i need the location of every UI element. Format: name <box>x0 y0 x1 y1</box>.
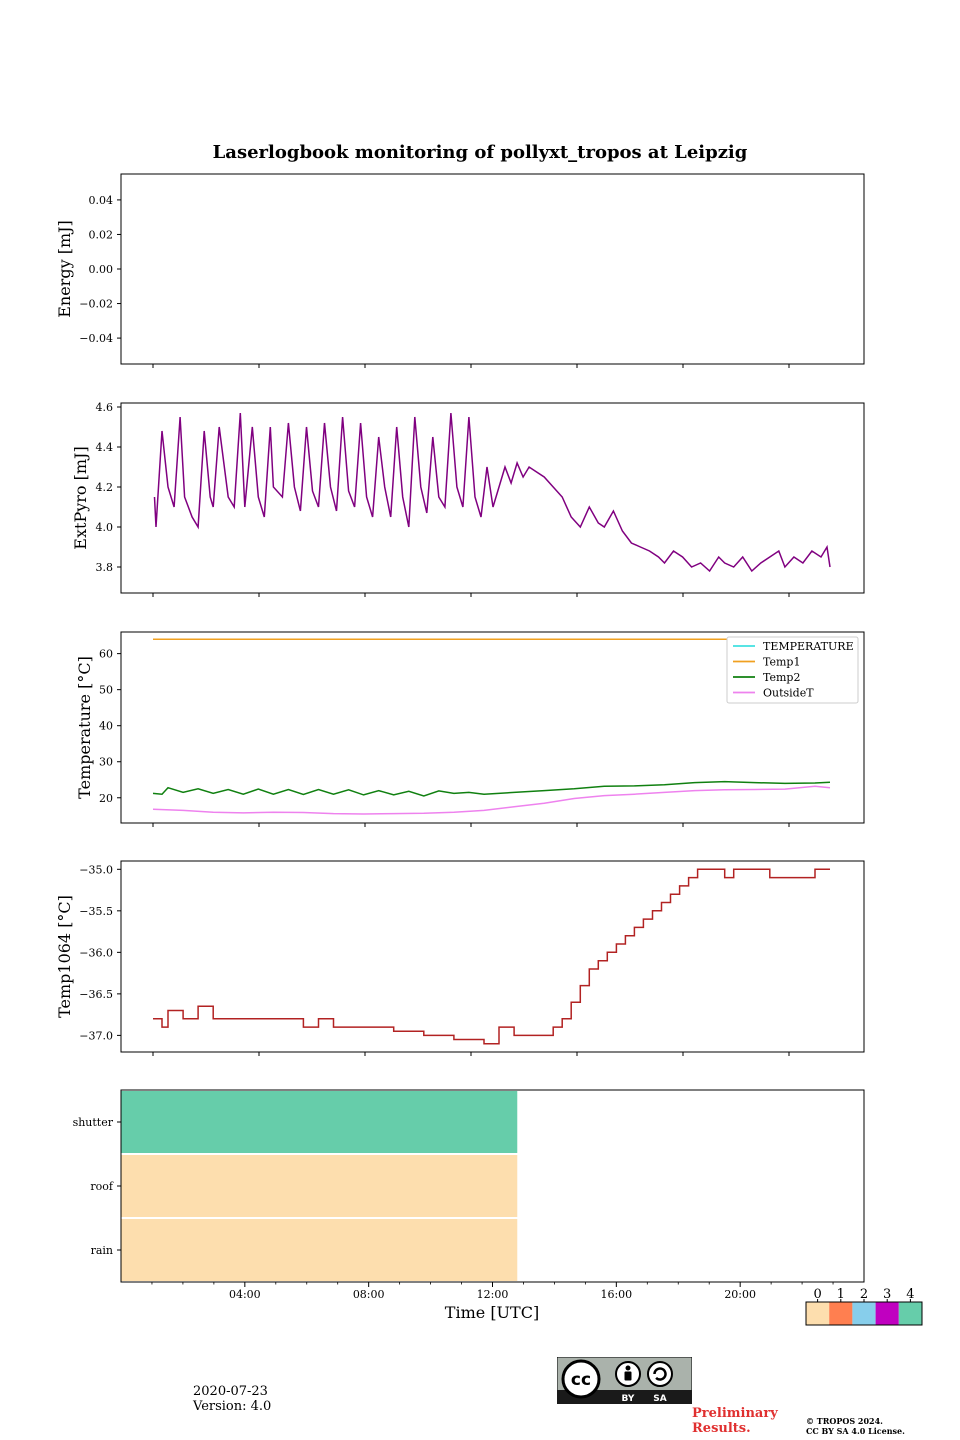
copyright-line-2: CC BY SA 4.0 License. <box>806 1426 905 1436</box>
xtick-label: 08:00 <box>353 1288 385 1301</box>
ytick-label: −35.0 <box>79 863 113 876</box>
colorbar-tick-label: 3 <box>883 1287 891 1302</box>
series-line-outsidet <box>152 785 831 815</box>
ytick-label: 0.00 <box>89 263 114 276</box>
panel-extpyro: 3.8 4.0 4.2 4.4 4.6 ExtPyro [mJ] <box>71 401 865 597</box>
ytick-label: 4.6 <box>96 401 114 414</box>
date-version-block: 2020-07-23 Version: 4.0 <box>193 1384 271 1414</box>
xtick-label: 12:00 <box>477 1288 509 1301</box>
legend-entry: OutsideT <box>763 687 814 700</box>
cc-by-label: BY <box>622 1394 635 1404</box>
legend-frame <box>726 636 859 704</box>
status-segment-roof <box>121 1155 518 1217</box>
ytick-label: 60 <box>99 648 113 661</box>
xtick-label: 04:00 <box>229 1288 261 1301</box>
row-label-shutter: shutter <box>73 1116 114 1129</box>
legend-entry: TEMPERATURE <box>763 640 854 653</box>
ytick-label: 0.04 <box>89 194 114 207</box>
ytick-label: −37.0 <box>79 1029 113 1042</box>
colorbar-tick-label: 2 <box>860 1287 868 1302</box>
colorbar-swatch <box>875 1302 899 1325</box>
legend-entry: Temp2 <box>763 671 800 684</box>
series-line-temp1064 <box>153 868 830 1045</box>
ytick-label: −0.02 <box>79 298 113 311</box>
ytick-label: 30 <box>99 756 113 769</box>
status-segment-shutter <box>121 1091 518 1153</box>
x-axis-label: Time [UTC] <box>445 1303 539 1322</box>
status-segment-rain <box>121 1219 518 1281</box>
ytick-label: −36.5 <box>79 988 113 1001</box>
preliminary-line-1: Preliminary <box>692 1406 778 1421</box>
preliminary-note: Preliminary Results. <box>692 1406 802 1436</box>
ytick-label: 3.8 <box>96 561 114 574</box>
colorbar-tick-label: 4 <box>906 1287 914 1302</box>
legend: TEMPERATURE Temp1 Temp2 OutsideT <box>726 636 859 704</box>
series-line-temp2 <box>152 780 831 797</box>
date-text: 2020-07-23 <box>193 1384 268 1399</box>
legend-entry: Temp1 <box>763 656 800 669</box>
y-axis-label-extpyro: ExtPyro [mJ] <box>71 446 90 549</box>
panels: 0.04 0.02 0.00 −0.02 −0.04 Energy [mJ] 3.8 4.0 4… <box>55 173 865 1283</box>
copyright-note: © TROPOS 2024. CC BY SA 4.0 License. <box>806 1416 946 1436</box>
panel-temperature: 20 30 40 50 60 Temperature [°C] TEMPERATURE Tem… <box>75 631 865 827</box>
ytick-label: 40 <box>99 720 113 733</box>
ytick-label: 4.4 <box>96 441 114 454</box>
cc-logo-text: cc <box>571 1370 591 1390</box>
cc-license-badge: cc BY SA <box>556 1356 693 1408</box>
ytick-label: −36.0 <box>79 946 113 959</box>
colorbar-swatch <box>829 1302 853 1325</box>
version-text: Version: 4.0 <box>193 1399 272 1414</box>
sa-icon <box>647 1361 673 1387</box>
panel-energy: 0.04 0.02 0.00 −0.02 −0.04 Energy [mJ] <box>55 173 865 368</box>
colorbar-swatch <box>806 1302 830 1325</box>
colorbar-tick-label: 0 <box>813 1287 821 1302</box>
chart-title: Laserlogbook monitoring of pollyxt_tropo… <box>213 142 748 163</box>
y-axis-label-energy: Energy [mJ] <box>55 220 74 318</box>
ytick-label: −0.04 <box>79 332 113 345</box>
row-label-rain: rain <box>91 1244 113 1257</box>
ytick-label: −35.5 <box>79 905 113 918</box>
colorbar-swatch <box>898 1302 922 1325</box>
colorbar-tick-label: 1 <box>837 1287 845 1302</box>
preliminary-line-2: Results. <box>692 1421 751 1436</box>
series-line-extpyro <box>153 412 831 573</box>
panel-frame-extpyro <box>120 402 865 594</box>
row-label-roof: roof <box>90 1180 114 1193</box>
ytick-label: 4.0 <box>96 521 114 534</box>
y-axis-label-temp1064: Temp1064 [°C] <box>55 895 74 1018</box>
cc-sa-label: SA <box>653 1394 666 1404</box>
xtick-label: 20:00 <box>724 1288 756 1301</box>
panel-frame-temp1064 <box>120 860 865 1053</box>
ytick-label: 50 <box>99 684 113 697</box>
y-axis-label-temperature: Temperature [°C] <box>75 656 94 799</box>
panel-temp1064: −35.0 −35.5 −36.0 −36.5 −37.0 Temp1064 [°C] <box>55 860 865 1056</box>
ytick-label: 4.2 <box>96 481 114 494</box>
copyright-line-1: © TROPOS 2024. <box>806 1416 883 1426</box>
panel-status: shutter roof rain <box>73 1089 865 1283</box>
ytick-label: 0.02 <box>89 228 114 241</box>
panel-frame-energy <box>120 173 865 365</box>
x-axis: 04:00 08:00 12:00 16:00 20:00 <box>151 1282 834 1301</box>
xtick-label: 16:00 <box>600 1288 632 1301</box>
colorbar-swatch <box>852 1302 876 1325</box>
ytick-label: 20 <box>99 792 113 805</box>
